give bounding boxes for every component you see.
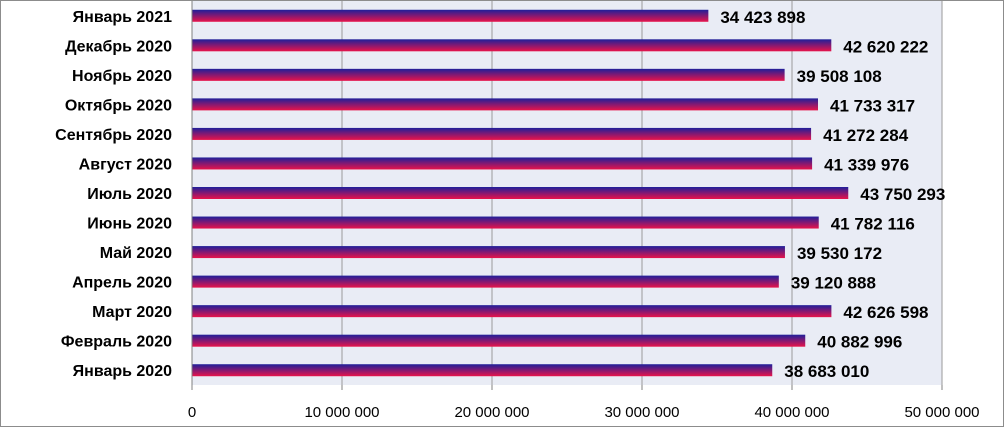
category-label: Май 2020 xyxy=(100,245,172,262)
bar xyxy=(192,39,832,52)
value-label: 38 683 010 xyxy=(784,362,869,381)
value-labels: 34 423 898 42 620 222 39 508 108 41 733 317… xyxy=(720,8,945,381)
category-label: Октябрь 2020 xyxy=(65,97,172,114)
category-label: Январь 2020 xyxy=(73,363,172,380)
bar xyxy=(192,127,812,140)
x-tick-label: 50 000 000 xyxy=(904,404,979,421)
bars xyxy=(192,9,849,377)
value-label: 40 882 996 xyxy=(817,333,902,352)
bar xyxy=(192,157,813,170)
x-tick-label: 30 000 000 xyxy=(604,404,679,421)
category-label: Февраль 2020 xyxy=(61,334,172,351)
category-label: Апрель 2020 xyxy=(72,275,172,292)
value-label: 41 733 317 xyxy=(830,96,915,115)
bar xyxy=(192,334,806,347)
category-label: Декабрь 2020 xyxy=(65,38,172,55)
value-label: 41 782 116 xyxy=(831,215,915,234)
x-tick-label: 0 xyxy=(188,404,196,421)
category-label: Июль 2020 xyxy=(87,186,172,203)
category-label: Июнь 2020 xyxy=(87,216,172,233)
x-axis-ticks: 0 10 000 000 20 000 000 30 000 000 40 000 00… xyxy=(188,385,980,421)
value-label: 41 339 976 xyxy=(824,155,909,174)
category-label: Август 2020 xyxy=(79,156,172,173)
value-label: 34 423 898 xyxy=(720,8,805,27)
x-tick-label: 20 000 000 xyxy=(454,404,529,421)
value-label: 39 120 888 xyxy=(791,274,876,293)
x-tick-label: 40 000 000 xyxy=(754,404,829,421)
value-label: 42 626 598 xyxy=(843,303,928,322)
category-label: Сентябрь 2020 xyxy=(55,127,172,144)
category-labels: Январь 2021 Декабрь 2020 Ноябрь 2020 Октябр… xyxy=(55,9,172,380)
bar xyxy=(192,68,785,81)
category-label: Март 2020 xyxy=(92,304,172,321)
bar xyxy=(192,275,779,288)
bar xyxy=(192,98,818,111)
value-label: 43 750 293 xyxy=(860,185,945,204)
bar xyxy=(192,305,832,318)
value-label: 39 508 108 xyxy=(797,67,882,86)
value-label: 42 620 222 xyxy=(843,37,928,56)
bar xyxy=(192,187,849,199)
value-label: 41 272 284 xyxy=(823,126,909,145)
category-label: Январь 2021 xyxy=(73,9,172,26)
value-label: 39 530 172 xyxy=(797,244,882,263)
bar xyxy=(192,216,819,229)
bar xyxy=(192,9,709,22)
category-label: Ноябрь 2020 xyxy=(72,68,172,85)
bar xyxy=(192,246,785,259)
x-tick-label: 10 000 000 xyxy=(304,404,379,421)
bar xyxy=(192,364,773,377)
